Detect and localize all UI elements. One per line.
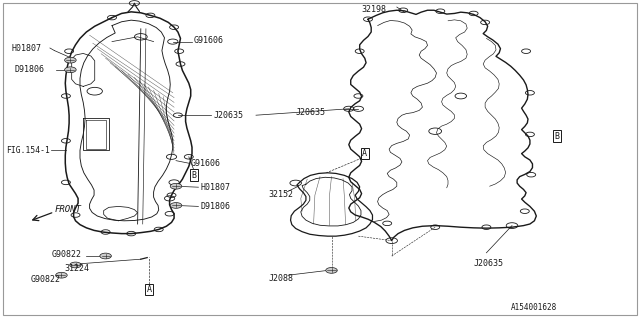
Text: A154001628: A154001628 [511,303,557,312]
Text: B: B [554,132,559,140]
Text: J20635: J20635 [213,111,243,120]
Text: G91606: G91606 [194,36,224,44]
Text: A: A [147,285,152,294]
Text: G90822: G90822 [51,250,81,259]
Text: J20635: J20635 [296,108,326,116]
Text: G91606: G91606 [191,159,221,168]
Text: 31224: 31224 [64,264,89,273]
Circle shape [100,253,111,259]
Text: J20635: J20635 [474,260,504,268]
Circle shape [170,203,182,208]
Text: D91806: D91806 [14,65,44,74]
Text: FIG.154-1: FIG.154-1 [6,146,51,155]
Text: FRONT: FRONT [54,205,81,214]
Text: A: A [362,149,367,158]
Circle shape [65,67,76,73]
Text: D91806: D91806 [200,202,230,211]
Circle shape [326,268,337,273]
Text: 32152: 32152 [269,190,294,199]
Text: G90822: G90822 [31,275,61,284]
Circle shape [65,57,76,63]
Text: H01807: H01807 [12,44,42,52]
Circle shape [70,262,81,268]
Text: B: B [191,171,196,180]
Text: 32198: 32198 [362,5,387,14]
Text: J2088: J2088 [269,274,294,283]
Text: H01807: H01807 [200,183,230,192]
Circle shape [170,183,182,189]
Circle shape [56,272,67,278]
